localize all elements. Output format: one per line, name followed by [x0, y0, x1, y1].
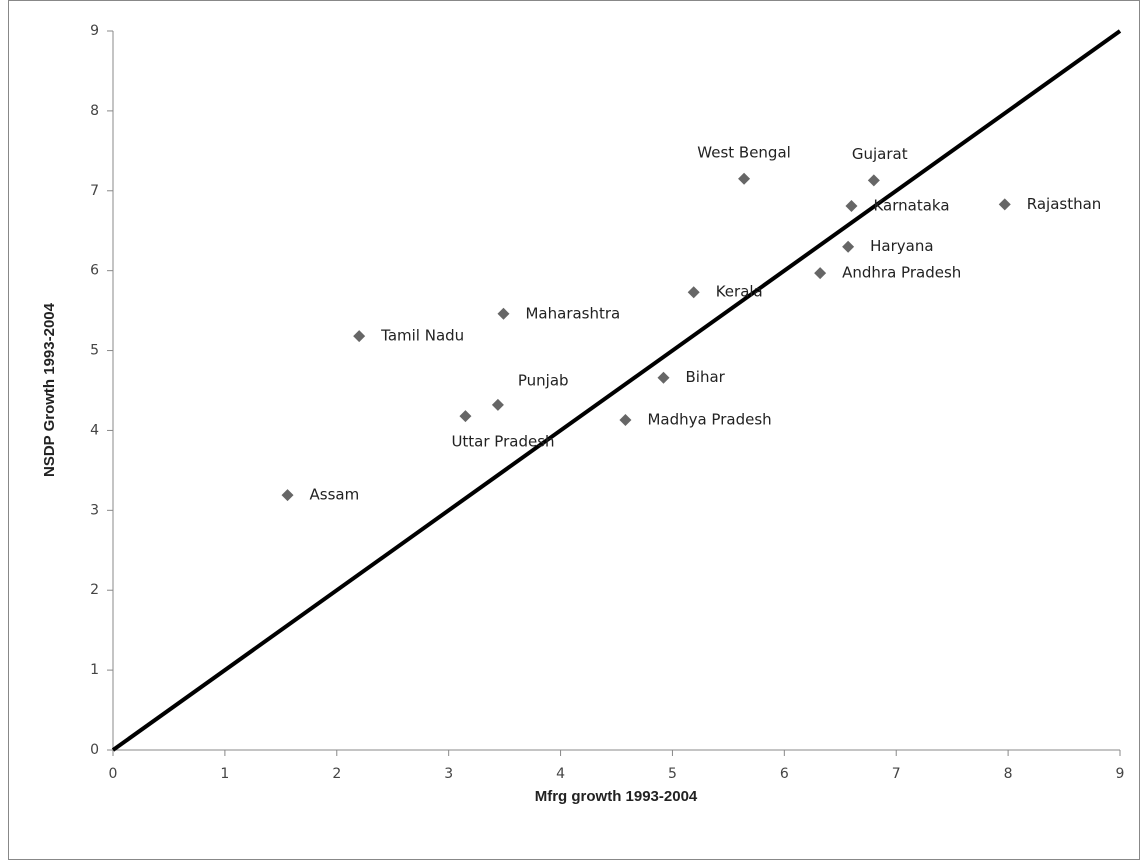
- x-tick-label: 5: [668, 766, 677, 782]
- y-tick-label: 1: [90, 662, 99, 678]
- x-tick-label: 2: [332, 766, 341, 782]
- data-point: [842, 240, 855, 253]
- data-point: [281, 489, 294, 502]
- point-label: Uttar Pradesh: [451, 433, 554, 451]
- y-tick-label: 9: [90, 23, 99, 39]
- x-tick-label: 9: [1116, 766, 1125, 782]
- data-point: [845, 199, 858, 212]
- y-tick-label: 4: [90, 422, 99, 438]
- point-label: Haryana: [870, 237, 933, 255]
- y-tick-label: 7: [90, 183, 99, 199]
- y-tick-label: 0: [90, 742, 99, 758]
- data-point: [738, 172, 751, 185]
- point-label: Bihar: [685, 368, 725, 386]
- point-label: West Bengal: [697, 143, 791, 161]
- data-point: [687, 286, 700, 299]
- point-label: Kerala: [716, 283, 763, 301]
- x-axis-title: Mfrg growth 1993-2004: [535, 788, 698, 805]
- data-point: [497, 307, 510, 320]
- y-tick-label: 6: [90, 263, 99, 279]
- y-axis-title: NSDP Growth 1993-2004: [41, 302, 58, 477]
- point-label: Madhya Pradesh: [647, 411, 771, 429]
- point-label: Gujarat: [852, 145, 908, 163]
- x-tick-label: 4: [556, 766, 565, 782]
- x-tick-label: 8: [1004, 766, 1013, 782]
- point-label: Punjab: [518, 371, 569, 389]
- point-label: Assam: [310, 486, 360, 504]
- data-point: [867, 174, 880, 187]
- data-point: [619, 414, 632, 427]
- chart-frame: [8, 0, 1140, 860]
- y-tick-label: 5: [90, 343, 99, 359]
- point-label: Andhra Pradesh: [842, 264, 961, 282]
- x-tick-label: 0: [109, 766, 118, 782]
- y-tick-label: 3: [90, 502, 99, 518]
- point-label: Rajasthan: [1027, 195, 1102, 213]
- data-point: [814, 267, 827, 280]
- point-label: Karnataka: [873, 196, 949, 214]
- data-point: [998, 198, 1011, 211]
- y-tick-label: 2: [90, 582, 99, 598]
- point-label: Tamil Nadu: [380, 327, 464, 345]
- x-tick-label: 6: [780, 766, 789, 782]
- data-point: [657, 371, 670, 384]
- y-tick-label: 8: [90, 103, 99, 119]
- x-tick-label: 3: [444, 766, 453, 782]
- x-tick-label: 7: [892, 766, 901, 782]
- data-point: [353, 330, 366, 343]
- data-point: [459, 410, 472, 423]
- reference-line: [111, 29, 1122, 752]
- x-tick-label: 1: [220, 766, 229, 782]
- data-point: [491, 398, 504, 411]
- point-label: Maharashtra: [525, 304, 620, 322]
